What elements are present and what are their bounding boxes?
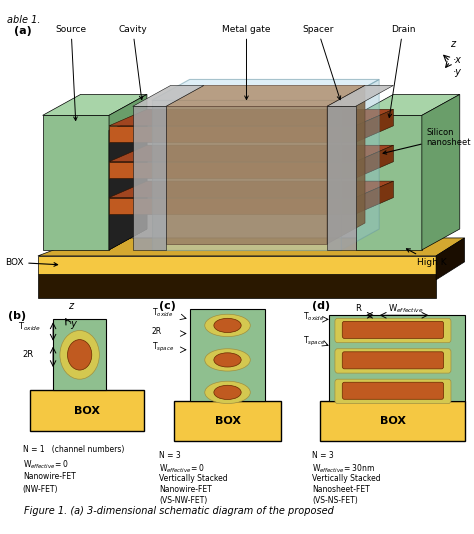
FancyBboxPatch shape (335, 379, 451, 404)
FancyBboxPatch shape (342, 352, 444, 369)
Ellipse shape (214, 386, 241, 399)
Polygon shape (109, 95, 147, 250)
FancyBboxPatch shape (342, 382, 444, 399)
Polygon shape (356, 181, 393, 214)
Polygon shape (356, 145, 393, 178)
Text: (d): (d) (312, 301, 330, 311)
Polygon shape (356, 95, 460, 115)
Polygon shape (109, 145, 393, 162)
Text: R: R (355, 304, 361, 313)
Text: (NW-FET): (NW-FET) (23, 485, 58, 494)
Polygon shape (109, 115, 147, 250)
Text: T$_{oxide}$: T$_{oxide}$ (152, 307, 173, 319)
Text: N = 1   (channel numbers): N = 1 (channel numbers) (23, 445, 124, 454)
Text: Silicon
nanosheet: Silicon nanosheet (383, 128, 471, 154)
Text: W$_{effective}$= 0: W$_{effective}$= 0 (23, 458, 69, 471)
Bar (53, 319, 106, 390)
Text: N = 3: N = 3 (312, 451, 334, 460)
Text: T$_{oxide}$: T$_{oxide}$ (303, 310, 325, 323)
Text: Nanosheet-FET: Nanosheet-FET (312, 485, 370, 494)
Text: z: z (68, 301, 73, 311)
Text: 2R: 2R (23, 350, 34, 359)
Text: Source: Source (55, 25, 87, 121)
Text: ·y: ·y (453, 67, 462, 77)
Bar (190, 309, 265, 400)
Polygon shape (436, 238, 465, 280)
Text: ·y: ·y (69, 319, 78, 329)
Text: Cavity: Cavity (118, 25, 147, 99)
Text: (b): (b) (8, 311, 26, 321)
Text: Vertically Stacked: Vertically Stacked (312, 474, 381, 483)
Text: T$_{space}$: T$_{space}$ (152, 341, 174, 354)
Ellipse shape (214, 318, 241, 333)
Bar (320, 400, 465, 441)
Polygon shape (43, 95, 147, 115)
Text: Nanowire-FET: Nanowire-FET (23, 472, 75, 481)
Polygon shape (356, 115, 422, 250)
Polygon shape (38, 274, 436, 298)
Bar (174, 400, 281, 441)
Ellipse shape (205, 381, 250, 404)
Polygon shape (38, 238, 465, 256)
Polygon shape (43, 115, 109, 250)
Polygon shape (422, 95, 460, 250)
Polygon shape (152, 80, 379, 100)
Text: able 1.: able 1. (7, 15, 41, 25)
Polygon shape (133, 106, 166, 250)
Text: BOX: BOX (215, 416, 240, 426)
FancyBboxPatch shape (335, 318, 451, 343)
Polygon shape (327, 85, 393, 106)
Ellipse shape (67, 340, 92, 370)
Text: BOX: BOX (5, 258, 58, 267)
Text: (a): (a) (14, 26, 32, 36)
Text: W$_{effective}$= 0: W$_{effective}$= 0 (159, 462, 206, 475)
Polygon shape (109, 115, 147, 250)
FancyBboxPatch shape (342, 321, 444, 339)
Text: High K: High K (406, 249, 447, 267)
Text: Metal gate: Metal gate (222, 25, 271, 99)
Polygon shape (356, 109, 393, 142)
Polygon shape (109, 109, 393, 126)
Polygon shape (38, 256, 436, 274)
Polygon shape (341, 80, 379, 250)
Polygon shape (109, 198, 356, 214)
Ellipse shape (60, 331, 100, 379)
Polygon shape (327, 85, 365, 244)
Polygon shape (152, 100, 341, 250)
Text: (c): (c) (159, 301, 176, 311)
Text: (VS-NS-FET): (VS-NS-FET) (312, 496, 358, 505)
Text: BOX: BOX (74, 406, 100, 415)
FancyBboxPatch shape (335, 349, 451, 373)
Text: Vertically Stacked: Vertically Stacked (159, 474, 228, 483)
Text: W$_{effective}$: W$_{effective}$ (388, 302, 424, 315)
Text: T$_{oxide}$: T$_{oxide}$ (18, 320, 41, 333)
Ellipse shape (214, 353, 241, 367)
Polygon shape (109, 181, 393, 198)
Polygon shape (166, 85, 365, 106)
Bar (30, 390, 144, 431)
Ellipse shape (205, 314, 250, 336)
Text: Drain: Drain (388, 25, 415, 117)
Text: Spacer: Spacer (302, 25, 341, 100)
Text: Nanowire-FET: Nanowire-FET (159, 485, 212, 494)
Polygon shape (109, 162, 356, 178)
Text: (VS-NW-FET): (VS-NW-FET) (159, 496, 208, 505)
Text: T$_{space}$: T$_{space}$ (303, 335, 326, 348)
Text: N = 3: N = 3 (159, 451, 181, 460)
Text: ·x: ·x (453, 55, 462, 65)
Text: W$_{effective}$= 30nm: W$_{effective}$= 30nm (312, 462, 375, 475)
Polygon shape (133, 85, 204, 106)
Text: Figure 1. (a) 3-dimensional schematic diagram of the proposed: Figure 1. (a) 3-dimensional schematic di… (24, 506, 334, 516)
Bar (329, 315, 465, 400)
Polygon shape (327, 106, 356, 250)
Ellipse shape (205, 349, 250, 371)
Text: 2R: 2R (152, 326, 162, 335)
Text: z: z (450, 38, 456, 49)
Text: BOX: BOX (380, 416, 406, 426)
Polygon shape (166, 106, 327, 244)
Polygon shape (109, 126, 356, 142)
